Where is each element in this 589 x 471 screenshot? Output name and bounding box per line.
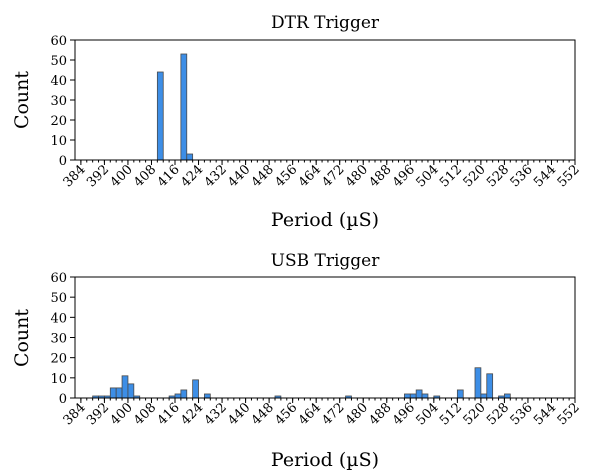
x-tick-label: 552 xyxy=(555,162,583,190)
x-tick-label: 392 xyxy=(84,162,112,190)
bar xyxy=(415,389,423,399)
bar xyxy=(421,393,429,399)
x-tick-label: 520 xyxy=(461,400,489,428)
y-tick-label: 20 xyxy=(50,352,67,367)
bar xyxy=(409,393,417,399)
x-tick-label: 416 xyxy=(155,162,183,190)
x-tick-label: 504 xyxy=(413,400,441,428)
x-tick-label: 424 xyxy=(178,400,206,428)
bar xyxy=(404,393,411,399)
y-tick-label: 30 xyxy=(50,94,67,109)
x-tick-label: 504 xyxy=(413,162,441,190)
plot-frame xyxy=(74,276,576,399)
y-ticks: 0 10 20 30 40 50 60 xyxy=(50,271,75,407)
x-tick-label: 480 xyxy=(343,162,371,190)
x-tick-label: 512 xyxy=(437,400,465,428)
bar xyxy=(474,367,482,399)
x-tick-label: 416 xyxy=(155,400,183,428)
x-tick-label: 456 xyxy=(272,162,300,190)
x-tick-label: 552 xyxy=(555,400,583,428)
bar xyxy=(186,153,194,161)
x-tick-label: 472 xyxy=(319,162,347,190)
x-tick-label: 528 xyxy=(484,400,512,428)
x-tick-label: 488 xyxy=(366,162,394,190)
x-tick-label: 472 xyxy=(319,400,347,428)
y-tick-label: 40 xyxy=(50,311,67,326)
x-tick-label: 400 xyxy=(108,400,136,428)
x-ticks: 3843924004084164244324404484564644724804… xyxy=(61,398,583,428)
y-tick-label: 0 xyxy=(59,392,67,407)
y-tick-label: 10 xyxy=(50,134,67,149)
x-ticks: 3843924004084164244324404484564644724804… xyxy=(61,160,583,190)
chart-title: USB Trigger xyxy=(271,251,381,271)
y-tick-label: 30 xyxy=(50,332,67,347)
bar xyxy=(456,389,464,399)
minor-ticks xyxy=(80,398,576,401)
x-axis-label: Period (µS) xyxy=(271,449,379,471)
y-tick-label: 50 xyxy=(50,54,67,69)
x-tick-label: 400 xyxy=(108,162,136,190)
bar xyxy=(192,379,199,399)
x-tick-label: 544 xyxy=(531,400,559,428)
y-tick-label: 0 xyxy=(59,154,67,169)
y-ticks: 0 10 20 30 40 50 60 xyxy=(50,34,75,169)
bar xyxy=(180,389,188,399)
y-tick-label: 10 xyxy=(50,372,67,387)
bars xyxy=(156,53,194,161)
plot-frame xyxy=(74,39,576,161)
x-tick-label: 464 xyxy=(296,162,324,190)
x-tick-label: 536 xyxy=(508,162,536,190)
chart-title: DTR Trigger xyxy=(271,13,380,33)
bar xyxy=(204,393,211,399)
x-tick-label: 432 xyxy=(202,162,230,190)
x-tick-label: 528 xyxy=(484,162,512,190)
x-tick-label: 480 xyxy=(343,400,371,428)
x-tick-label: 432 xyxy=(202,400,230,428)
y-axis-label: Count xyxy=(11,71,33,129)
bar xyxy=(504,393,511,399)
dtr-trigger-panel: DTR Trigger Period (µS) Count 0 10 20 30 40 5… xyxy=(11,13,583,231)
bar xyxy=(174,393,182,399)
bar xyxy=(486,373,494,399)
bar xyxy=(109,387,117,399)
x-tick-label: 448 xyxy=(249,400,277,428)
y-tick-label: 50 xyxy=(50,291,67,306)
bar xyxy=(480,393,488,399)
bar xyxy=(180,53,188,161)
x-tick-label: 536 xyxy=(508,400,536,428)
x-tick-label: 440 xyxy=(225,162,253,190)
x-tick-label: 424 xyxy=(178,162,206,190)
y-tick-label: 60 xyxy=(50,34,67,49)
bar xyxy=(115,387,123,399)
x-tick-label: 464 xyxy=(296,400,324,428)
bar xyxy=(156,71,164,161)
x-tick-label: 408 xyxy=(131,162,159,190)
x-tick-label: 496 xyxy=(390,400,418,428)
y-tick-label: 40 xyxy=(50,74,67,89)
x-tick-label: 496 xyxy=(390,162,418,190)
y-axis-label: Count xyxy=(11,309,33,367)
bars xyxy=(92,367,511,399)
x-tick-label: 512 xyxy=(437,162,465,190)
y-tick-label: 60 xyxy=(50,271,67,286)
usb-trigger-panel: USB Trigger Period (µS) Count 0 10 20 30 40 5… xyxy=(11,251,583,471)
bar xyxy=(127,383,135,399)
x-tick-label: 456 xyxy=(272,400,300,428)
x-axis-label: Period (µS) xyxy=(271,209,379,231)
x-tick-label: 520 xyxy=(461,162,489,190)
x-tick-label: 448 xyxy=(249,162,277,190)
x-tick-label: 544 xyxy=(531,162,559,190)
x-tick-label: 488 xyxy=(366,400,394,428)
x-tick-label: 440 xyxy=(225,400,253,428)
x-tick-label: 408 xyxy=(131,400,159,428)
y-tick-label: 20 xyxy=(50,114,67,129)
x-tick-label: 392 xyxy=(84,400,112,428)
bar xyxy=(121,375,129,399)
